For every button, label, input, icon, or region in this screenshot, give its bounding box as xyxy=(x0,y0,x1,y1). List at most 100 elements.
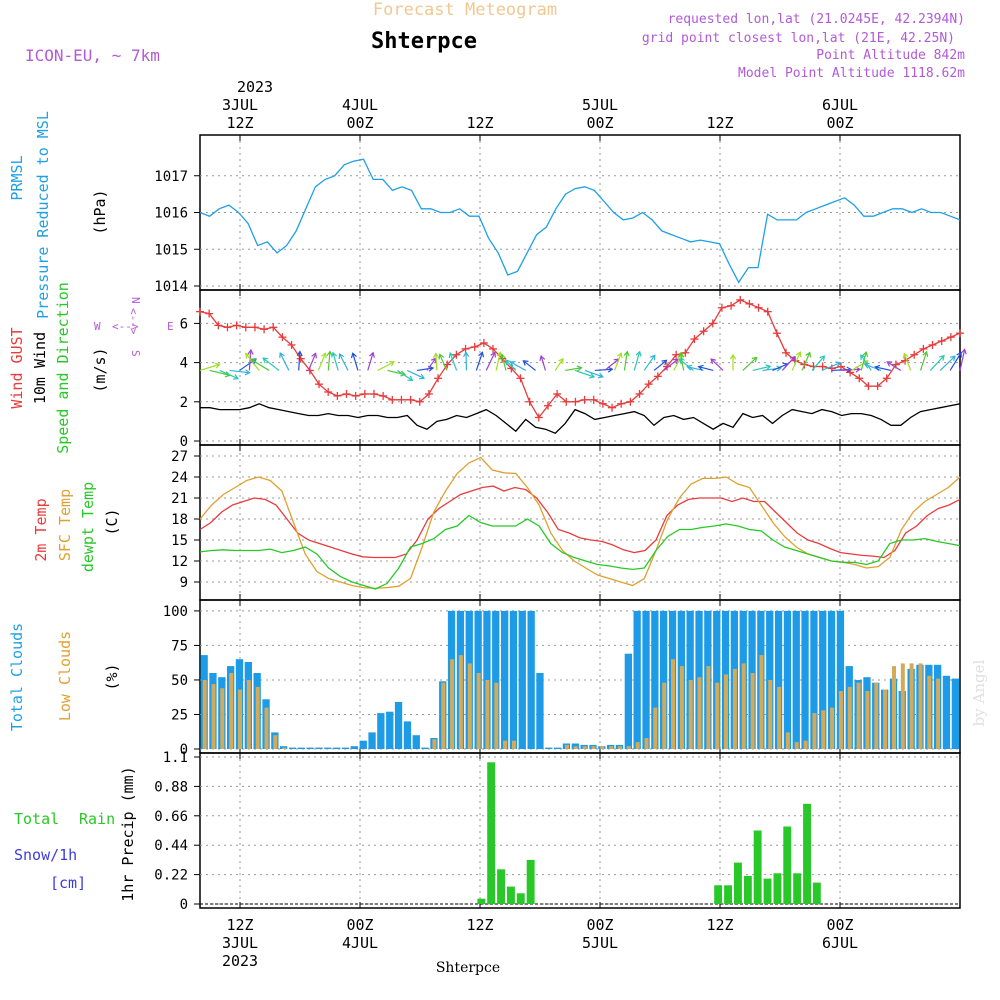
low-clouds-bar xyxy=(503,740,508,749)
bottom-date-label: 3JUL xyxy=(222,934,258,952)
total-clouds-bar xyxy=(713,610,721,749)
wind-arrow xyxy=(397,369,413,381)
wind-arrow xyxy=(698,366,714,372)
wind-arrow-head xyxy=(232,374,240,380)
low-clouds-bar xyxy=(591,746,596,749)
wind-arrow xyxy=(352,353,359,371)
low-clouds-bar xyxy=(653,707,658,749)
wind-arrow-head xyxy=(902,352,909,359)
prmsl-desc: Pressure Reduced to MSL xyxy=(34,111,52,319)
wind-arrow xyxy=(623,351,628,371)
low-clouds-bar xyxy=(485,680,490,749)
wind-arrow-head xyxy=(863,362,870,369)
low-clouds-bar xyxy=(768,680,773,749)
low-clouds-bar xyxy=(750,673,755,749)
wind-arrow xyxy=(574,369,595,378)
wind-arrow xyxy=(435,353,438,371)
total-clouds-bar xyxy=(554,747,562,749)
wind-arrow xyxy=(687,366,704,372)
wind-arrow xyxy=(710,358,724,371)
panel-frame-5 xyxy=(199,752,961,909)
wind-arrow xyxy=(663,358,679,371)
top-date-label: 3JUL xyxy=(222,96,258,114)
wind-dir-label: Speed and Direction xyxy=(54,282,72,454)
rain-bar xyxy=(487,762,496,904)
low-clouds-bar xyxy=(732,668,737,749)
wind-arrow-head xyxy=(247,348,254,355)
wind-arrow-head xyxy=(311,352,317,359)
wind-arrow-head xyxy=(509,361,516,367)
top-hour-label: 00Z xyxy=(586,114,613,132)
wind-arrow-head xyxy=(960,348,967,355)
rain-label-total: Total xyxy=(14,810,59,828)
wind-arrow-head xyxy=(522,360,529,366)
wind-arrow xyxy=(772,363,788,371)
wind-label: 10m Wind xyxy=(31,332,49,404)
rain-bar xyxy=(497,869,505,904)
y-tick-label: 18 xyxy=(171,512,188,528)
rain-bar xyxy=(763,878,772,904)
wind-arrow xyxy=(199,363,220,372)
low-clouds-bar xyxy=(476,673,481,749)
wind-arrow-head xyxy=(678,358,685,365)
wind-arrow xyxy=(886,361,902,371)
wind-arrow xyxy=(367,352,374,371)
total-clouds-bar xyxy=(386,711,394,749)
point-altitude: Point Altitude 842m xyxy=(816,48,965,63)
rain-bar xyxy=(477,898,486,904)
wind-arrow xyxy=(540,355,547,371)
y-tick-label: 0.22 xyxy=(154,868,188,884)
low-clouds-bar xyxy=(644,738,649,749)
panel2-labels: Wind GUST 10m Wind Speed and Direction (… xyxy=(8,282,174,454)
total-clouds-bar xyxy=(651,610,659,749)
wind-arrow-head xyxy=(245,352,251,359)
wind-arrow xyxy=(219,369,239,380)
compass-w: W xyxy=(94,320,101,333)
y-tick-label: 2 xyxy=(180,395,188,411)
wind-arrow-head xyxy=(462,351,470,358)
total-clouds-bar xyxy=(624,653,632,749)
wind-arrow xyxy=(949,352,962,371)
chart-marks xyxy=(196,158,967,905)
wind-arrow xyxy=(801,352,811,371)
total-clouds-bar xyxy=(545,747,553,749)
wind-arrow-head xyxy=(296,350,303,357)
wind-arrow xyxy=(465,352,468,371)
rain-bar xyxy=(743,875,752,904)
low-clouds-bar xyxy=(512,740,516,749)
low-clouds-bar xyxy=(450,659,455,749)
pressure-line xyxy=(199,158,961,284)
y-tick-label: 0 xyxy=(180,742,188,758)
wind-arrow-head xyxy=(874,364,881,371)
low-clouds-bar xyxy=(688,680,693,749)
low-clouds-bar xyxy=(264,707,269,749)
low-clouds-bar xyxy=(927,675,932,749)
wind-arrow-head xyxy=(635,350,642,357)
y-tick-label: 1014 xyxy=(154,279,188,295)
wind-arrow xyxy=(791,351,801,371)
low-clouds-bar xyxy=(892,666,896,749)
top-date-label: 5JUL xyxy=(582,96,618,114)
wind-arrow xyxy=(339,353,349,371)
wind-arrow xyxy=(821,362,841,371)
clouds-unit: (%) xyxy=(103,663,121,690)
low-clouds-bar xyxy=(609,746,614,749)
wind-arrow xyxy=(229,369,250,374)
panel3-labels: 2m Temp SFC Temp dewpt Temp (C) xyxy=(32,482,121,572)
rain-label-rain: Rain xyxy=(79,810,115,828)
bottom-hour-label: 12Z xyxy=(226,916,253,934)
wind-arrow xyxy=(439,354,448,371)
rain-bar xyxy=(526,859,535,904)
wind-arrow-head xyxy=(499,353,506,360)
rain-bar xyxy=(724,885,732,904)
compass-arrows-v: <--> xyxy=(127,308,140,335)
total-clouds-bar xyxy=(766,610,774,749)
low-clouds-bar xyxy=(662,682,667,749)
low-clouds-bar xyxy=(626,746,631,749)
t2m-label: 2m Temp xyxy=(32,498,50,561)
top-hour-label: 12Z xyxy=(466,114,493,132)
total-clouds-bar xyxy=(359,740,367,749)
total-clouds-bar xyxy=(394,702,403,749)
